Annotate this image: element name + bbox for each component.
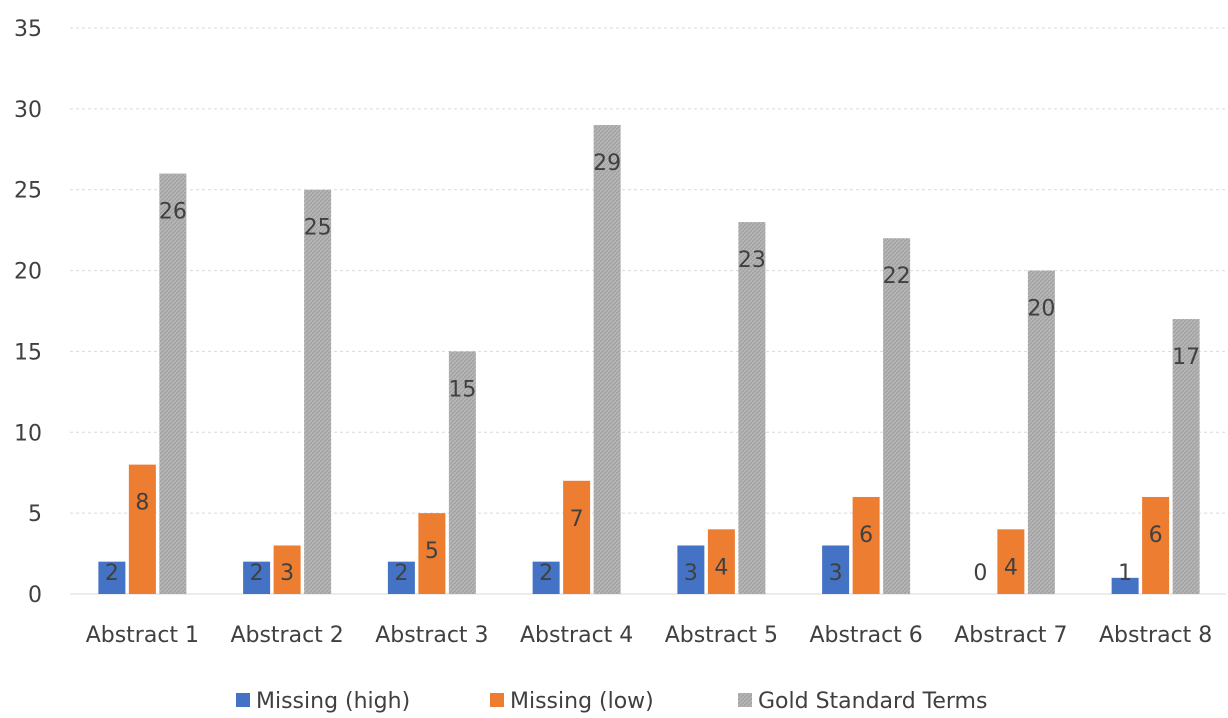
legend-swatch <box>738 693 752 707</box>
data-label: 6 <box>859 523 873 548</box>
data-label: 2 <box>539 561 553 586</box>
data-label: 4 <box>1004 555 1018 580</box>
bar <box>448 351 476 594</box>
category-label: Abstract 4 <box>520 623 633 648</box>
bar <box>1172 319 1200 594</box>
data-label: 8 <box>135 491 149 516</box>
bar <box>852 496 880 594</box>
data-label: 5 <box>425 539 439 564</box>
y-tick-label: 20 <box>14 260 42 285</box>
y-tick-label: 10 <box>14 421 42 446</box>
bar <box>387 561 415 594</box>
data-label: 29 <box>593 151 621 176</box>
legend-label: Missing (low) <box>510 689 654 714</box>
x-axis-categories: Abstract 1 Abstract 2 Abstract 3 Abstract 4… <box>86 623 1213 648</box>
data-label: 6 <box>1149 523 1163 548</box>
data-label: 4 <box>714 555 728 580</box>
bar <box>677 545 705 594</box>
data-label: 2 <box>105 561 119 586</box>
data-label: 23 <box>738 248 766 273</box>
y-axis-ticks: 0 5 10 15 20 25 30 35 <box>14 17 42 608</box>
data-label: 17 <box>1172 345 1200 370</box>
y-tick-label: 30 <box>14 98 42 123</box>
category-label: Abstract 3 <box>375 623 488 648</box>
data-label: 1 <box>1118 561 1132 586</box>
data-label: 3 <box>280 561 294 586</box>
category-label: Abstract 6 <box>809 623 922 648</box>
data-label: 0 <box>973 561 987 586</box>
data-label: 26 <box>159 200 187 225</box>
data-label: 2 <box>250 561 264 586</box>
bar <box>159 173 187 595</box>
y-tick-label: 35 <box>14 17 42 42</box>
category-label: Abstract 1 <box>86 623 199 648</box>
bar <box>418 513 446 594</box>
bar <box>883 238 911 594</box>
bar <box>563 480 591 594</box>
category-label: Abstract 7 <box>954 623 1067 648</box>
legend: Missing (high) Missing (low) Gold Standard… <box>236 689 987 714</box>
category-label: Abstract 5 <box>665 623 778 648</box>
data-label: 2 <box>394 561 408 586</box>
bar <box>1142 496 1170 594</box>
bars <box>98 125 1200 595</box>
bar <box>707 529 735 594</box>
category-label: Abstract 8 <box>1099 623 1212 648</box>
bar <box>98 561 126 594</box>
y-tick-label: 5 <box>28 502 42 527</box>
data-label: 20 <box>1027 297 1055 322</box>
category-label: Abstract 2 <box>230 623 343 648</box>
bar <box>593 125 621 595</box>
data-label: 3 <box>684 561 698 586</box>
bar <box>997 529 1025 594</box>
data-label: 15 <box>448 377 476 402</box>
y-tick-label: 15 <box>14 340 42 365</box>
bar <box>128 464 156 594</box>
legend-swatch <box>490 693 504 707</box>
bar <box>738 222 766 595</box>
bar <box>532 561 560 594</box>
legend-swatch <box>236 693 250 707</box>
y-tick-label: 25 <box>14 179 42 204</box>
y-tick-label: 0 <box>28 583 42 608</box>
bar <box>1111 577 1139 594</box>
bar <box>273 545 301 594</box>
bar <box>304 189 332 594</box>
bar <box>1027 270 1055 594</box>
bar <box>243 561 271 594</box>
data-label: 3 <box>829 561 843 586</box>
legend-label: Missing (high) <box>256 689 410 714</box>
data-label: 25 <box>304 216 332 241</box>
data-label: 22 <box>883 264 911 289</box>
legend-label: Gold Standard Terms <box>758 689 987 714</box>
bar <box>822 545 850 594</box>
gridlines <box>70 27 1226 595</box>
data-label: 7 <box>570 507 584 532</box>
